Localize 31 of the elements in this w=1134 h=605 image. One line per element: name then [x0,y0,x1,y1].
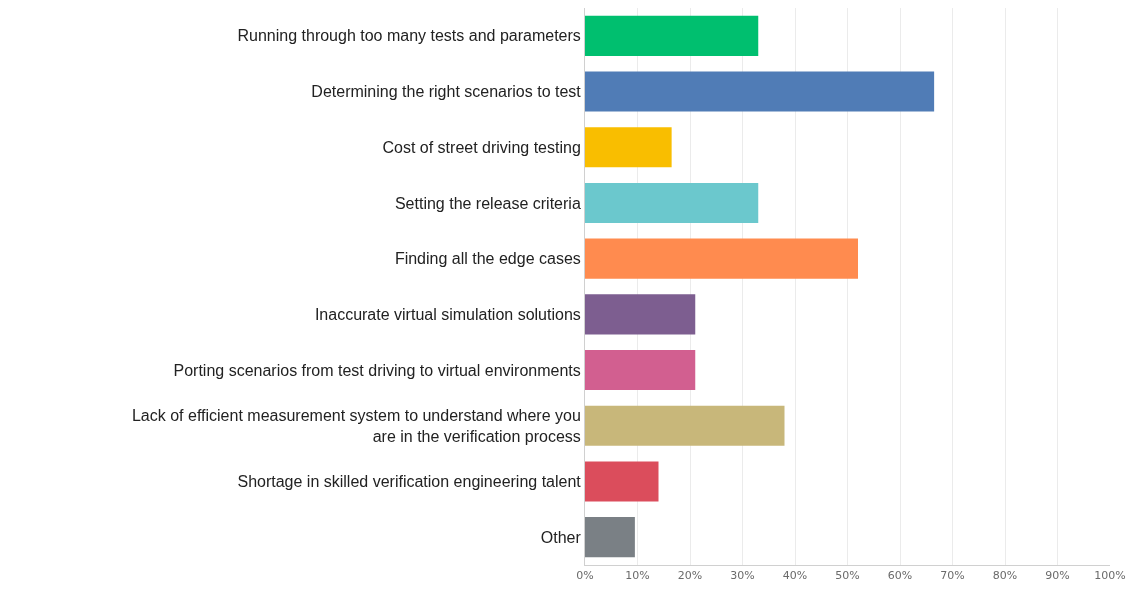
x-tick-label: 100% [1094,569,1126,583]
y-tick-label: Porting scenarios from test driving to virtual environments [173,361,581,379]
y-tick-label: Cost of street driving testing [382,138,581,156]
bar [585,461,659,502]
bar [585,15,759,56]
y-tick-label: Lack of efficient measurement system to understand where you are in the verification process [131,406,581,445]
bar [585,517,635,558]
bar [585,350,696,391]
y-tick-label: Shortage in skilled verification engineering talent [237,473,582,491]
y-tick-label: Finding all the edge cases [394,250,581,268]
y-tick-label: Other [540,528,582,546]
bar [585,238,858,279]
bar [585,294,696,335]
y-tick-label: Setting the release criteria [394,194,581,212]
bar [585,127,672,168]
y-tick-label: Inaccurate virtual simulation solutions [314,305,581,323]
bar [585,71,935,112]
x-tick-label: 20% [677,569,703,583]
x-tick-label: 40% [782,569,808,583]
x-tick-label: 30% [730,569,755,583]
y-tick-label: Running through too many tests and parameters [237,27,581,45]
bar [585,405,785,446]
x-tick-label: 60% [887,569,913,583]
x-tick-label: 10% [625,569,650,583]
x-tick-label: 80% [992,569,1018,583]
x-tick-label: 50% [835,569,860,583]
x-tick-label: 90% [1045,569,1070,583]
x-tick-label: 0% [576,569,594,583]
x-tick-label: 70% [940,569,965,583]
bar [585,182,759,223]
y-tick-label: Determining the right scenarios to test [311,83,582,101]
